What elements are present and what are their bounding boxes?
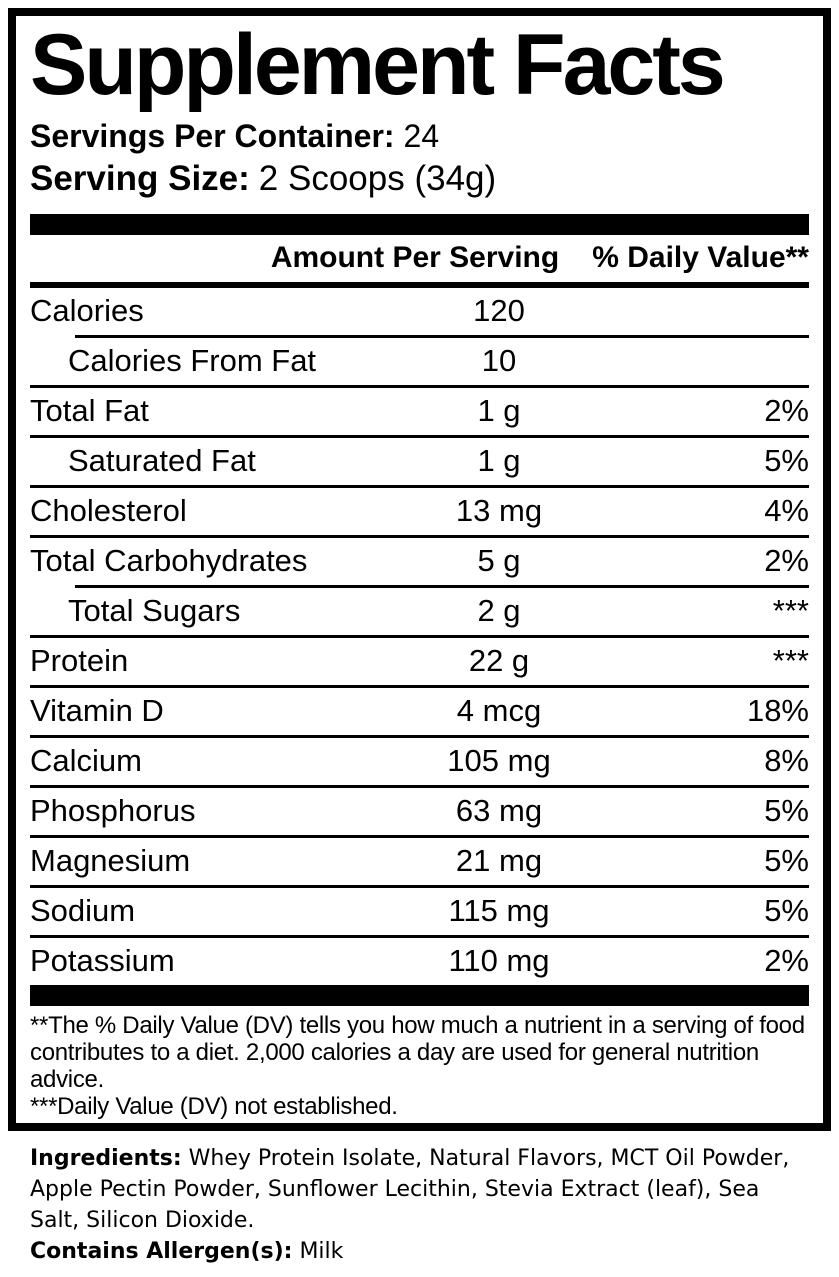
nutrient-amount: 1 g xyxy=(477,393,521,429)
table-row: Potassium 110 mg 2% xyxy=(30,938,809,985)
table-row: Calories 120 xyxy=(30,288,809,335)
nutrient-amount: 10 xyxy=(481,343,517,379)
servings-per-container-line: Servings Per Container: 24 xyxy=(30,116,809,156)
table-header-row: Amount Per Serving % Daily Value** xyxy=(30,235,809,288)
allergen-label: Contains Allergen(s): xyxy=(30,1239,293,1264)
footnotes: **The % Daily Value (DV) tells you how m… xyxy=(30,1012,809,1120)
nutrient-name: Total Fat xyxy=(30,393,149,429)
footnote-daily-value: **The % Daily Value (DV) tells you how m… xyxy=(30,1011,805,1093)
nutrient-name: Sodium xyxy=(30,893,136,929)
row-divider xyxy=(30,884,809,888)
nutrient-amount: 2 g xyxy=(477,593,521,629)
ingredients-section: Ingredients: Whey Protein Isolate, Natura… xyxy=(30,1143,815,1267)
nutrient-name: Potassium xyxy=(30,943,175,979)
row-divider xyxy=(75,584,809,588)
row-divider xyxy=(30,734,809,738)
nutrient-daily-value: 5% xyxy=(764,793,809,829)
table-row: Total Sugars 2 g *** xyxy=(30,588,809,635)
nutrient-amount: 22 g xyxy=(468,643,530,679)
nutrient-name: Calcium xyxy=(30,743,142,779)
table-row: Cholesterol 13 mg 4% xyxy=(30,488,809,535)
nutrient-amount: 13 mg xyxy=(455,493,543,529)
footnote-dv-not-established: ***Daily Value (DV) not established. xyxy=(30,1092,398,1120)
ingredients-line: Ingredients: Whey Protein Isolate, Natura… xyxy=(30,1143,815,1236)
row-divider xyxy=(30,834,809,838)
nutrient-daily-value: 2% xyxy=(764,943,809,979)
nutrient-daily-value: 8% xyxy=(764,743,809,779)
nutrient-amount: 63 mg xyxy=(455,793,543,829)
table-row: Total Fat 1 g 2% xyxy=(30,388,809,435)
table-row: Vitamin D 4 mcg 18% xyxy=(30,688,809,735)
row-divider xyxy=(30,434,809,438)
nutrient-amount: 5 g xyxy=(477,543,521,579)
nutrient-amount: 105 mg xyxy=(447,743,551,779)
amount-per-serving-header: Amount Per Serving xyxy=(270,240,560,274)
percent-daily-value-header: % Daily Value** xyxy=(592,240,809,274)
ingredients-label: Ingredients: xyxy=(30,1146,182,1171)
nutrient-daily-value: 5% xyxy=(764,893,809,929)
ingredients-value: Whey Protein Isolate, Natural Flavors, M… xyxy=(30,1146,790,1233)
table-row: Calcium 105 mg 8% xyxy=(30,738,809,785)
nutrient-amount: 1 g xyxy=(477,443,521,479)
nutrient-daily-value: 2% xyxy=(764,543,809,579)
supplement-facts-label: Supplement Facts Servings Per Container:… xyxy=(0,8,839,1267)
serving-size-line: Serving Size: 2 Scoops (34g) xyxy=(30,156,809,202)
nutrient-table: Calories 120 Calories From Fat 10 Total … xyxy=(30,288,809,985)
nutrient-daily-value: 4% xyxy=(764,493,809,529)
nutrient-daily-value: 5% xyxy=(764,843,809,879)
nutrient-amount: 4 mcg xyxy=(456,693,542,729)
nutrient-name: Cholesterol xyxy=(30,493,187,529)
servings-per-container-value: 24 xyxy=(403,118,440,154)
table-row: Sodium 115 mg 5% xyxy=(30,888,809,935)
table-row: Protein 22 g *** xyxy=(30,638,809,685)
row-divider xyxy=(30,384,809,388)
label-title: Supplement Facts xyxy=(30,17,726,113)
allergen-value: Milk xyxy=(299,1239,344,1264)
nutrient-daily-value: 2% xyxy=(764,393,809,429)
table-row: Total Carbohydrates 5 g 2% xyxy=(30,538,809,585)
serving-size-value: 2 Scoops (34g) xyxy=(258,159,497,199)
nutrient-amount: 21 mg xyxy=(455,843,543,879)
table-row: Saturated Fat 1 g 5% xyxy=(30,438,809,485)
separator-bar-top xyxy=(30,213,809,235)
nutrient-name: Magnesium xyxy=(30,843,191,879)
separator-bar-bottom xyxy=(30,984,809,1006)
row-divider xyxy=(30,784,809,788)
nutrient-name: Total Sugars xyxy=(68,593,241,629)
row-divider xyxy=(30,934,809,938)
nutrient-name: Protein xyxy=(30,643,129,679)
nutrient-daily-value: *** xyxy=(772,593,809,629)
serving-size-label: Serving Size: xyxy=(30,159,250,199)
nutrient-amount: 110 mg xyxy=(448,943,550,979)
nutrient-daily-value: *** xyxy=(772,643,809,679)
nutrient-daily-value: 5% xyxy=(764,443,809,479)
nutrient-name: Calories From Fat xyxy=(68,343,317,379)
row-divider xyxy=(30,634,809,638)
nutrient-name: Saturated Fat xyxy=(68,443,256,479)
nutrient-name: Total Carbohydrates xyxy=(30,543,308,579)
row-divider xyxy=(30,684,809,688)
table-row: Phosphorus 63 mg 5% xyxy=(30,788,809,835)
row-divider xyxy=(75,334,809,338)
facts-box: Supplement Facts Servings Per Container:… xyxy=(8,8,831,1131)
table-row: Magnesium 21 mg 5% xyxy=(30,838,809,885)
table-row: Calories From Fat 10 xyxy=(30,338,809,385)
nutrient-amount: 120 xyxy=(473,293,525,329)
nutrient-name: Vitamin D xyxy=(30,693,164,729)
allergen-line: Contains Allergen(s): Milk xyxy=(30,1236,815,1267)
nutrient-amount: 115 mg xyxy=(448,893,550,929)
servings-per-container-label: Servings Per Container: xyxy=(30,118,395,154)
row-divider xyxy=(30,534,809,538)
nutrient-name: Calories xyxy=(30,293,144,329)
nutrient-name: Phosphorus xyxy=(30,793,196,829)
nutrient-daily-value: 18% xyxy=(746,693,809,729)
row-divider xyxy=(30,484,809,488)
